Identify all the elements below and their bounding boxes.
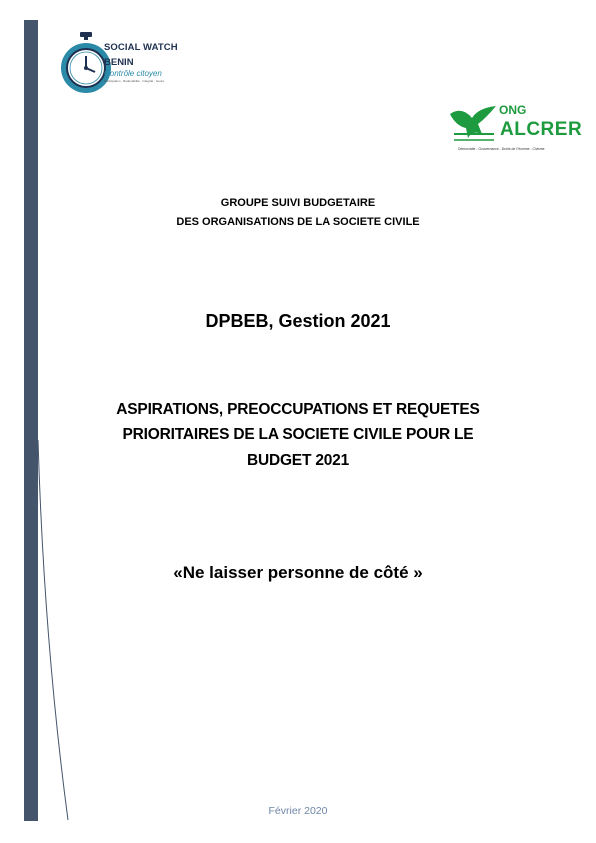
- social-watch-name: SOCIAL WATCH: [104, 42, 178, 53]
- alcrer-prefix: ONG: [499, 103, 527, 117]
- social-watch-subtext: Participation · Redevabilité · Intégrité…: [104, 79, 165, 83]
- group-heading-line1: GROUPE SUIVI BUDGETAIRE: [220, 197, 376, 209]
- document-title-line3: BUDGET 2021: [246, 452, 350, 469]
- social-watch-country: BENIN: [104, 57, 134, 68]
- social-watch-tagline: Contrôle citoyen: [104, 69, 162, 78]
- alcrer-tagline: Démocratie - Gouvernance - Droits de l'H…: [458, 147, 545, 151]
- document-date: Février 2020: [268, 805, 328, 817]
- stopwatch-icon: [61, 32, 111, 93]
- dove-icon: [450, 106, 496, 141]
- group-heading-line2: DES ORGANISATIONS DE LA SOCIETE CIVILE: [176, 216, 420, 228]
- document-subtitle: DPBEB, Gestion 2021: [205, 311, 391, 331]
- document-title-line2: PRIORITAIRES DE LA SOCIETE CIVILE POUR L…: [122, 426, 474, 443]
- document-motto: «Ne laisser personne de côté »: [173, 563, 423, 582]
- page-side-bar: [24, 20, 38, 821]
- alcrer-name: ALCRER: [500, 119, 583, 140]
- document-title-line1: ASPIRATIONS, PREOCCUPATIONS ET REQUETES: [116, 401, 480, 418]
